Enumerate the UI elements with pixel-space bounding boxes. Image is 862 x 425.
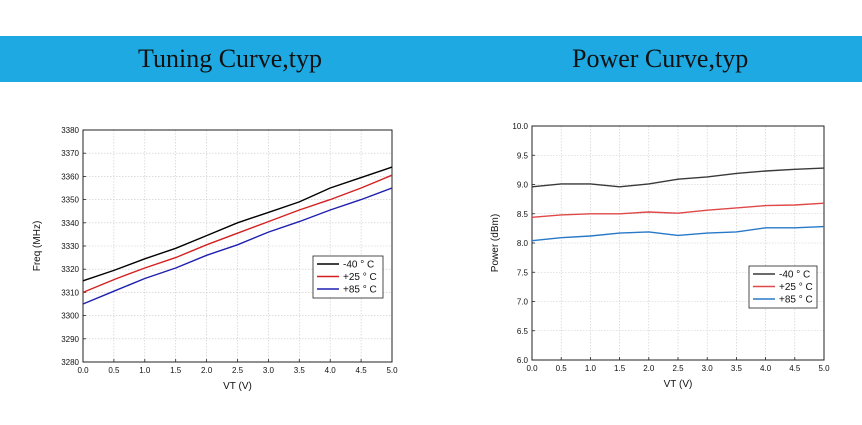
series-line-2	[82, 174, 393, 294]
x-tick-label: 0.0	[526, 364, 538, 373]
legend-label: -40 ° C	[343, 260, 374, 271]
y-tick-label: 6.5	[517, 327, 529, 336]
x-tick-label: 1.0	[585, 364, 597, 373]
legend-label: -40 ° C	[779, 270, 810, 281]
series-line-3	[82, 187, 393, 305]
y-tick-label: 3350	[61, 196, 79, 205]
x-tick-label: 4.5	[789, 364, 801, 373]
x-tick-label: 1.0	[139, 366, 151, 375]
x-tick-label: 5.0	[386, 366, 398, 375]
x-tick-label: 3.5	[731, 364, 743, 373]
series-line-3	[531, 225, 825, 242]
y-tick-label: 9.0	[517, 181, 529, 190]
y-tick-label: 6.0	[517, 356, 529, 365]
x-tick-label: 4.0	[325, 366, 337, 375]
x-tick-label: 3.0	[702, 364, 714, 373]
y-tick-label: 3340	[61, 219, 79, 228]
legend-label: +85 ° C	[343, 285, 377, 296]
power-curve-title: Power Curve,typ	[572, 44, 749, 73]
legend-label: +25 ° C	[779, 282, 813, 293]
x-tick-label: 1.5	[170, 366, 182, 375]
x-tick-label: 0.0	[77, 366, 89, 375]
legend: -40 ° C+25 ° C +85 ° C	[312, 255, 384, 299]
y-tick-label: 10.0	[512, 122, 528, 131]
y-tick-label: 3370	[61, 149, 79, 158]
x-tick-label: 3.0	[263, 366, 275, 375]
y-tick-label: 3280	[61, 358, 79, 367]
x-tick-label: 5.0	[818, 364, 830, 373]
y-tick-label: 3330	[61, 242, 79, 251]
y-axis-label: Power (dBm)	[490, 214, 501, 272]
y-tick-label: 7.0	[517, 298, 529, 307]
chart-2: 0.0 0.5 1.0 1.5 2.0 2.5 3.0 3.5 4.0 4.5 5.0 6.0 6.5 7…	[490, 122, 830, 390]
x-tick-label: 1.5	[614, 364, 626, 373]
y-axis-label: Freq (MHz)	[32, 221, 43, 272]
legend: -40 ° C+25 ° C +85 ° C	[748, 265, 818, 309]
x-axis-label: VT (V)	[223, 381, 252, 392]
x-tick-label: 2.5	[232, 366, 244, 375]
y-tick-label: 7.5	[517, 268, 529, 277]
legend-label: +25 ° C	[343, 272, 377, 283]
x-tick-label: 0.5	[556, 364, 568, 373]
y-tick-label: 8.5	[517, 210, 529, 219]
series-line-1	[531, 167, 825, 188]
y-tick-label: 3360	[61, 172, 79, 181]
x-tick-label: 2.0	[643, 364, 655, 373]
legend-label: +85 ° C	[779, 295, 813, 306]
y-tick-label: 8.0	[517, 239, 529, 248]
header-banner: Tuning Curve,typ Power Curve,typ	[0, 36, 862, 82]
x-axis-label: VT (V)	[664, 379, 693, 390]
chart-1: 0.0 0.5 1.0 1.5 2.0 2.5 3.0 3.5 4.0 4.5 5.0 3280 329…	[32, 126, 398, 392]
x-tick-label: 3.5	[294, 366, 306, 375]
x-tick-label: 0.5	[108, 366, 120, 375]
x-tick-label: 2.0	[201, 366, 213, 375]
y-tick-label: 3300	[61, 312, 79, 321]
y-tick-label: 9.5	[517, 151, 529, 160]
y-tick-label: 3310	[61, 288, 79, 297]
x-tick-label: 2.5	[672, 364, 684, 373]
x-tick-label: 4.0	[760, 364, 772, 373]
y-tick-label: 3290	[61, 335, 79, 344]
y-tick-label: 3320	[61, 265, 79, 274]
series-line-2	[531, 202, 825, 218]
x-tick-label: 4.5	[356, 366, 368, 375]
y-tick-label: 3380	[61, 126, 79, 135]
series-line-1	[82, 166, 393, 282]
tuning-curve-title: Tuning Curve,typ	[138, 44, 322, 73]
